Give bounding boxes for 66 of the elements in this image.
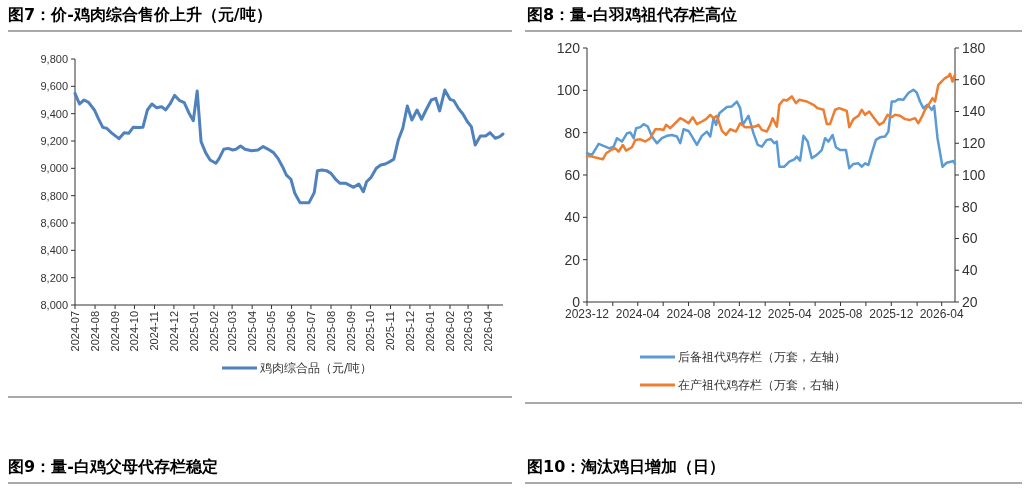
x-tick-label: 2026-02: [443, 311, 456, 352]
x-tick-label: 2025-09: [344, 311, 357, 352]
x-tick-label: 2024-07: [68, 311, 81, 352]
x-tick-label: 2024-12: [717, 307, 762, 321]
legend-label: 后备祖代鸡存栏（万套，左轴）: [678, 350, 846, 365]
text: 图10：淘汰鸡日增加（日）: [527, 457, 726, 476]
chart-title: 图7：价-鸡肉综合售价上升（元/吨）: [8, 5, 272, 24]
x-tick-label: 2025-03: [225, 311, 238, 352]
x-tick-label: 2024-04: [615, 307, 661, 321]
y2-tick-label: 120: [962, 135, 986, 152]
y-tick-label: 120: [556, 39, 581, 56]
x-tick-label: 2024-08: [666, 307, 711, 321]
x-tick-label: 2025-10: [364, 311, 377, 352]
y-tick-label: 80: [564, 124, 581, 141]
line-series: [585, 72, 957, 161]
x-tick-label: 2026-03: [461, 311, 474, 352]
x-tick-label: 2025-12: [403, 311, 416, 352]
y2-tick-label: 40: [962, 262, 978, 279]
x-tick-label: 2024-11: [148, 311, 161, 351]
y-tick-label: 100: [556, 82, 581, 99]
x-tick-label: 2024-12: [167, 311, 180, 352]
x-tick-label: 2025-07: [304, 311, 317, 352]
x-tick-label: 2025-05: [265, 311, 278, 352]
x-tick-label: 2025-02: [207, 311, 220, 352]
text: 图9：量-白鸡父母代存栏稳定: [8, 457, 218, 476]
legend-label: 在产祖代鸡存栏（万套，右轴）: [678, 378, 846, 393]
y2-tick-label: 80: [962, 198, 978, 215]
x-tick-label: 2025-01: [187, 311, 200, 352]
x-tick-label: 2025-11: [384, 311, 397, 351]
y-tick-label: 9,200: [40, 134, 68, 147]
x-tick-label: 2024-08: [88, 311, 101, 352]
y-tick-label: 8,400: [40, 244, 68, 257]
x-tick-label: 2026-01: [423, 311, 436, 352]
x-tick-label: 2023-12: [564, 307, 610, 321]
x-tick-label: 2024-09: [108, 311, 121, 352]
y-tick-label: 9,600: [40, 80, 68, 93]
x-tick-label: 2025-08: [324, 311, 337, 352]
y-tick-label: 40: [564, 209, 581, 226]
chart-title: 图8：量-白羽鸡祖代存栏高位: [527, 5, 737, 24]
y-tick-label: 8,000: [40, 298, 68, 311]
x-tick-label: 2025-08: [818, 307, 863, 321]
y-tick-label: 9,400: [40, 107, 68, 120]
y-tick-label: 9,800: [40, 52, 68, 65]
y-tick-label: 60: [564, 166, 581, 183]
y2-tick-label: 100: [962, 166, 986, 183]
x-tick-label: 2025-04: [246, 311, 258, 352]
y2-tick-label: 160: [962, 71, 986, 88]
y-tick-label: 8,200: [40, 271, 68, 284]
line-series: [585, 88, 957, 170]
y-tick-label: 8,800: [40, 189, 68, 202]
x-tick-label: 2026-04: [481, 311, 494, 352]
y-tick-label: 20: [564, 251, 581, 268]
y-tick-label: 9,000: [40, 162, 68, 175]
y2-tick-label: 20: [962, 293, 978, 310]
x-tick-label: 2025-06: [285, 311, 298, 352]
x-tick-label: 2026-04: [919, 307, 965, 321]
y-tick-label: 8,600: [40, 216, 68, 229]
x-tick-label: 2025-04: [767, 307, 813, 321]
legend-label: 鸡肉综合品（元/吨）: [259, 361, 373, 376]
y2-tick-label: 140: [962, 103, 986, 120]
y-tick-label: 0: [572, 293, 581, 310]
y2-tick-label: 60: [962, 230, 978, 247]
x-tick-label: 2025-12: [869, 307, 914, 321]
line-series: [73, 88, 505, 205]
x-tick-label: 2024-10: [128, 311, 141, 352]
y2-tick-label: 180: [962, 39, 986, 56]
